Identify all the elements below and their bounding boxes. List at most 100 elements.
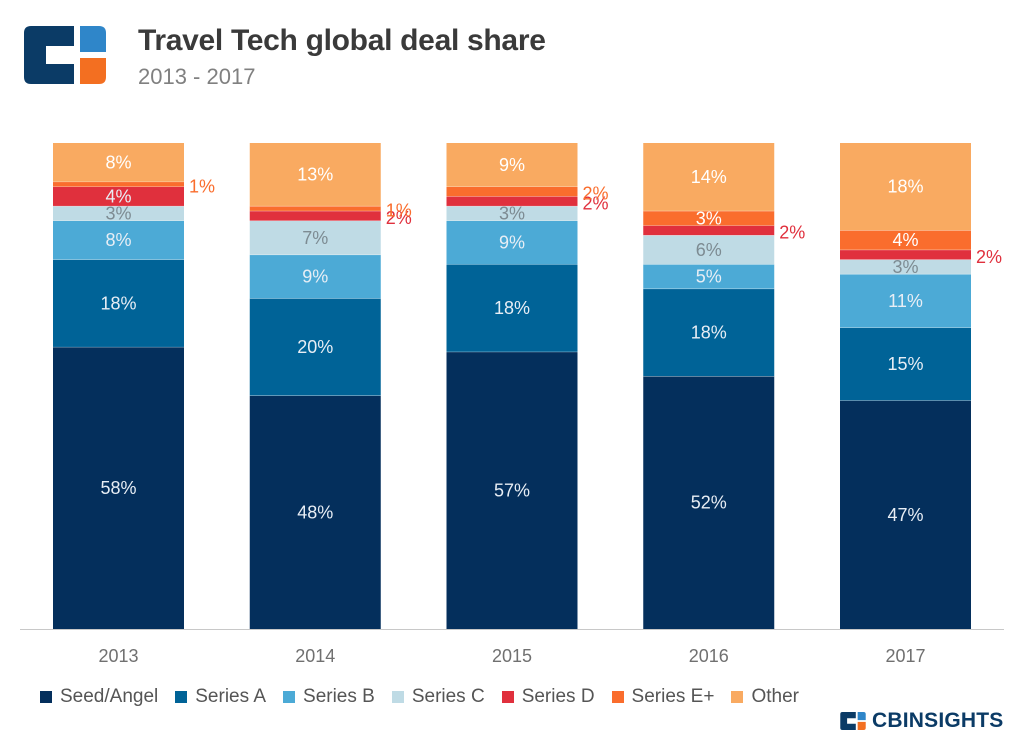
legend-swatch bbox=[391, 691, 404, 703]
data-label: 18% bbox=[887, 177, 923, 197]
bar-segment bbox=[840, 143, 971, 231]
legend-item: Series A bbox=[175, 686, 266, 708]
data-label: 8% bbox=[105, 152, 131, 172]
data-label: 8% bbox=[105, 230, 131, 250]
data-label: 15% bbox=[887, 354, 923, 374]
data-label: 3% bbox=[892, 257, 918, 277]
legend-swatch bbox=[501, 691, 514, 703]
data-label: 52% bbox=[691, 493, 727, 513]
data-label: 2% bbox=[779, 222, 805, 242]
bar-segment bbox=[643, 211, 775, 226]
data-label: 14% bbox=[691, 167, 727, 187]
bar-segment bbox=[643, 376, 775, 629]
data-label: 4% bbox=[105, 186, 131, 206]
data-label: 58% bbox=[100, 478, 136, 498]
x-tick-label: 2013 bbox=[98, 646, 138, 666]
bar-segment bbox=[53, 181, 184, 187]
legend-label: Series C bbox=[411, 686, 485, 707]
bar-segment bbox=[53, 259, 184, 348]
cb-insights-logo-icon bbox=[24, 26, 106, 84]
data-label: 2% bbox=[976, 247, 1002, 267]
bar-segment bbox=[53, 220, 184, 260]
bar-segment bbox=[53, 347, 184, 629]
data-label: 57% bbox=[494, 480, 530, 500]
bar-segment bbox=[840, 274, 971, 328]
legend-swatch bbox=[731, 691, 744, 703]
legend-item: Series D bbox=[501, 686, 595, 708]
data-label: 47% bbox=[887, 505, 923, 525]
legend-item: Series C bbox=[391, 686, 485, 708]
data-label: 9% bbox=[499, 233, 525, 253]
legend-item: Other bbox=[731, 686, 799, 708]
bar-segment bbox=[249, 395, 381, 629]
bar-segment bbox=[249, 206, 381, 212]
bar-segment bbox=[840, 230, 971, 250]
bar-segment bbox=[446, 196, 578, 207]
data-label: 11% bbox=[888, 291, 923, 311]
data-label: 18% bbox=[691, 323, 727, 343]
legend-item: Series B bbox=[283, 686, 375, 708]
data-label: 9% bbox=[499, 155, 525, 175]
bar-segment bbox=[249, 211, 381, 221]
data-label: 2% bbox=[583, 184, 609, 204]
data-label: 18% bbox=[100, 293, 136, 313]
x-tick-label: 2016 bbox=[689, 646, 729, 666]
legend-swatch bbox=[611, 691, 624, 703]
brand-text: CBINSIGHTS bbox=[872, 709, 1004, 732]
x-tick-label: 2017 bbox=[885, 646, 925, 666]
bar-segment bbox=[249, 220, 381, 255]
cb-insights-brand: CBINSIGHTS bbox=[840, 708, 1004, 734]
legend-label: Series D bbox=[521, 686, 595, 707]
bar-segment bbox=[840, 400, 971, 629]
bar-segment bbox=[840, 249, 971, 260]
data-label: 7% bbox=[302, 228, 328, 248]
data-label: 3% bbox=[499, 203, 525, 223]
chart-legend: Seed/Angel Series A Series B Series C Se… bbox=[40, 684, 816, 710]
bar-segment bbox=[643, 225, 775, 236]
bar-segment bbox=[249, 143, 381, 207]
data-label: 5% bbox=[696, 267, 722, 287]
bar-segment bbox=[643, 143, 775, 212]
data-label: 1% bbox=[189, 176, 215, 196]
bar-segment bbox=[249, 298, 381, 396]
bar-segment bbox=[446, 206, 578, 221]
x-tick-label: 2015 bbox=[492, 646, 532, 666]
bar-segment bbox=[53, 143, 184, 182]
legend-item: Seed/Angel bbox=[40, 686, 158, 708]
data-label: 18% bbox=[494, 298, 530, 318]
legend-swatch bbox=[40, 691, 52, 703]
legend-label: Series A bbox=[195, 686, 267, 707]
bar-segment bbox=[643, 288, 775, 377]
legend-label: Other bbox=[751, 686, 799, 707]
data-label: 13% bbox=[297, 165, 333, 185]
bar-segment bbox=[643, 264, 775, 289]
cb-insights-logo-icon bbox=[840, 712, 866, 730]
legend-swatch bbox=[283, 691, 296, 703]
bar-segment bbox=[249, 254, 381, 299]
data-label: 2% bbox=[583, 193, 609, 213]
bar-segment bbox=[446, 220, 578, 265]
legend-label: Series B bbox=[303, 686, 375, 707]
data-label: 6% bbox=[696, 240, 722, 260]
legend-swatch bbox=[175, 691, 188, 703]
bar-segment bbox=[446, 143, 578, 187]
bar-segment bbox=[840, 327, 971, 401]
data-label: 4% bbox=[892, 230, 918, 250]
data-label: 3% bbox=[105, 203, 131, 223]
bar-segment bbox=[446, 351, 578, 629]
legend-label: Seed/Angel bbox=[60, 686, 159, 707]
bar-segment bbox=[446, 264, 578, 352]
x-tick-label: 2014 bbox=[295, 646, 335, 666]
bar-segment bbox=[643, 235, 775, 265]
bar-segment bbox=[53, 206, 184, 221]
bar-segment bbox=[446, 186, 578, 197]
data-label: 48% bbox=[297, 502, 333, 522]
stacked-bar-chart: 58%18%8%3%4%1%8%201348%20%9%7%2%1%13%201… bbox=[20, 143, 1004, 666]
legend-label: Series E+ bbox=[631, 686, 715, 707]
bar-segment bbox=[53, 186, 184, 207]
data-label: 2% bbox=[386, 208, 412, 228]
data-label: 1% bbox=[386, 201, 412, 221]
data-label: 3% bbox=[696, 208, 722, 228]
chart-title: Travel Tech global deal share bbox=[138, 24, 546, 57]
legend-item: Series E+ bbox=[611, 686, 715, 708]
